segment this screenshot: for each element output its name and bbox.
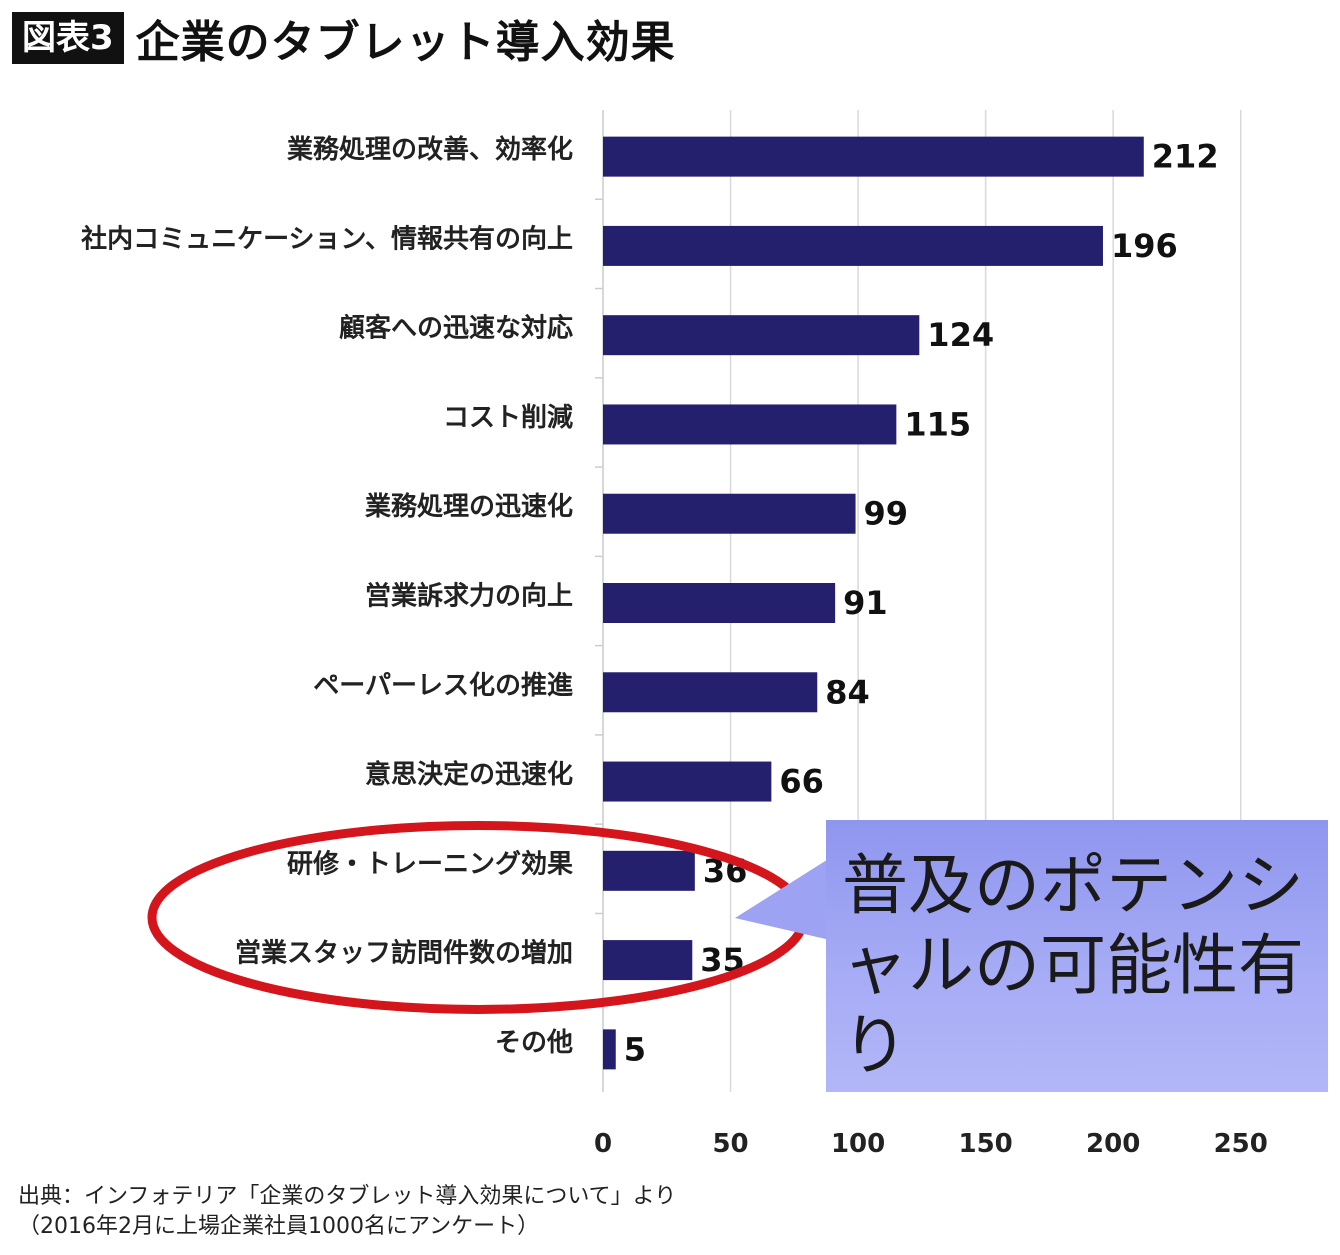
data-label: 212 bbox=[1152, 138, 1219, 176]
callout-pointer bbox=[735, 858, 830, 940]
chart-title: 企業のタブレット導入効果 bbox=[135, 17, 676, 68]
category-label: 営業スタッフ訪問件数の増加 bbox=[235, 938, 573, 969]
callout-text: 普及のポテンシャルの可能性有り bbox=[842, 847, 1304, 1084]
category-label: 営業訴求力の向上 bbox=[365, 581, 573, 612]
bar bbox=[603, 761, 772, 802]
bar bbox=[603, 493, 856, 534]
x-tick-label: 200 bbox=[1086, 1129, 1140, 1159]
x-tick-label: 100 bbox=[831, 1129, 885, 1159]
x-tick-label: 250 bbox=[1214, 1129, 1268, 1159]
data-label: 66 bbox=[779, 763, 824, 801]
x-tick-label: 150 bbox=[958, 1129, 1012, 1159]
source-line-2: （2016年2月に上場企業社員1000名にアンケート） bbox=[18, 1214, 540, 1239]
category-label: ペーパーレス化の推進 bbox=[313, 671, 573, 701]
category-label: 研修・トレーニング効果 bbox=[287, 848, 573, 879]
data-label: 115 bbox=[904, 405, 971, 443]
bar bbox=[603, 672, 818, 713]
bar bbox=[603, 850, 695, 891]
bar bbox=[603, 136, 1144, 177]
category-label: 顧客への迅速な対応 bbox=[339, 313, 573, 344]
x-tick-label: 0 bbox=[594, 1129, 612, 1159]
category-label: 業務処理の改善、効率化 bbox=[287, 134, 573, 165]
data-label: 91 bbox=[843, 584, 888, 622]
data-label: 84 bbox=[825, 673, 870, 711]
category-label: コスト削減 bbox=[443, 403, 573, 433]
data-label: 99 bbox=[864, 495, 909, 533]
data-label: 5 bbox=[624, 1030, 646, 1068]
category-label: 社内コミュニケーション、情報共有の向上 bbox=[81, 223, 573, 254]
bar bbox=[603, 315, 920, 356]
source-line-1: 出典：インフォテリア「企業のタブレット導入効果について」より bbox=[18, 1184, 677, 1209]
figure-header: 図表3 企業のタブレット導入効果 bbox=[12, 8, 676, 68]
category-label: その他 bbox=[495, 1028, 573, 1058]
category-label: 業務処理の迅速化 bbox=[365, 492, 573, 522]
bar bbox=[603, 940, 693, 981]
callout-box: 普及のポテンシャルの可能性有り bbox=[826, 820, 1328, 1092]
bar bbox=[603, 583, 836, 623]
x-tick-label: 50 bbox=[712, 1129, 748, 1159]
bar bbox=[603, 225, 1103, 266]
data-label: 196 bbox=[1111, 227, 1178, 265]
source-note: 出典：インフォテリア「企業のタブレット導入効果について」より （2016年2月に… bbox=[18, 1182, 676, 1242]
bar bbox=[603, 1029, 616, 1070]
bar bbox=[603, 404, 897, 445]
data-label: 124 bbox=[927, 316, 994, 354]
category-label: 意思決定の迅速化 bbox=[365, 759, 573, 790]
figure-number-badge: 図表3 bbox=[12, 12, 124, 64]
